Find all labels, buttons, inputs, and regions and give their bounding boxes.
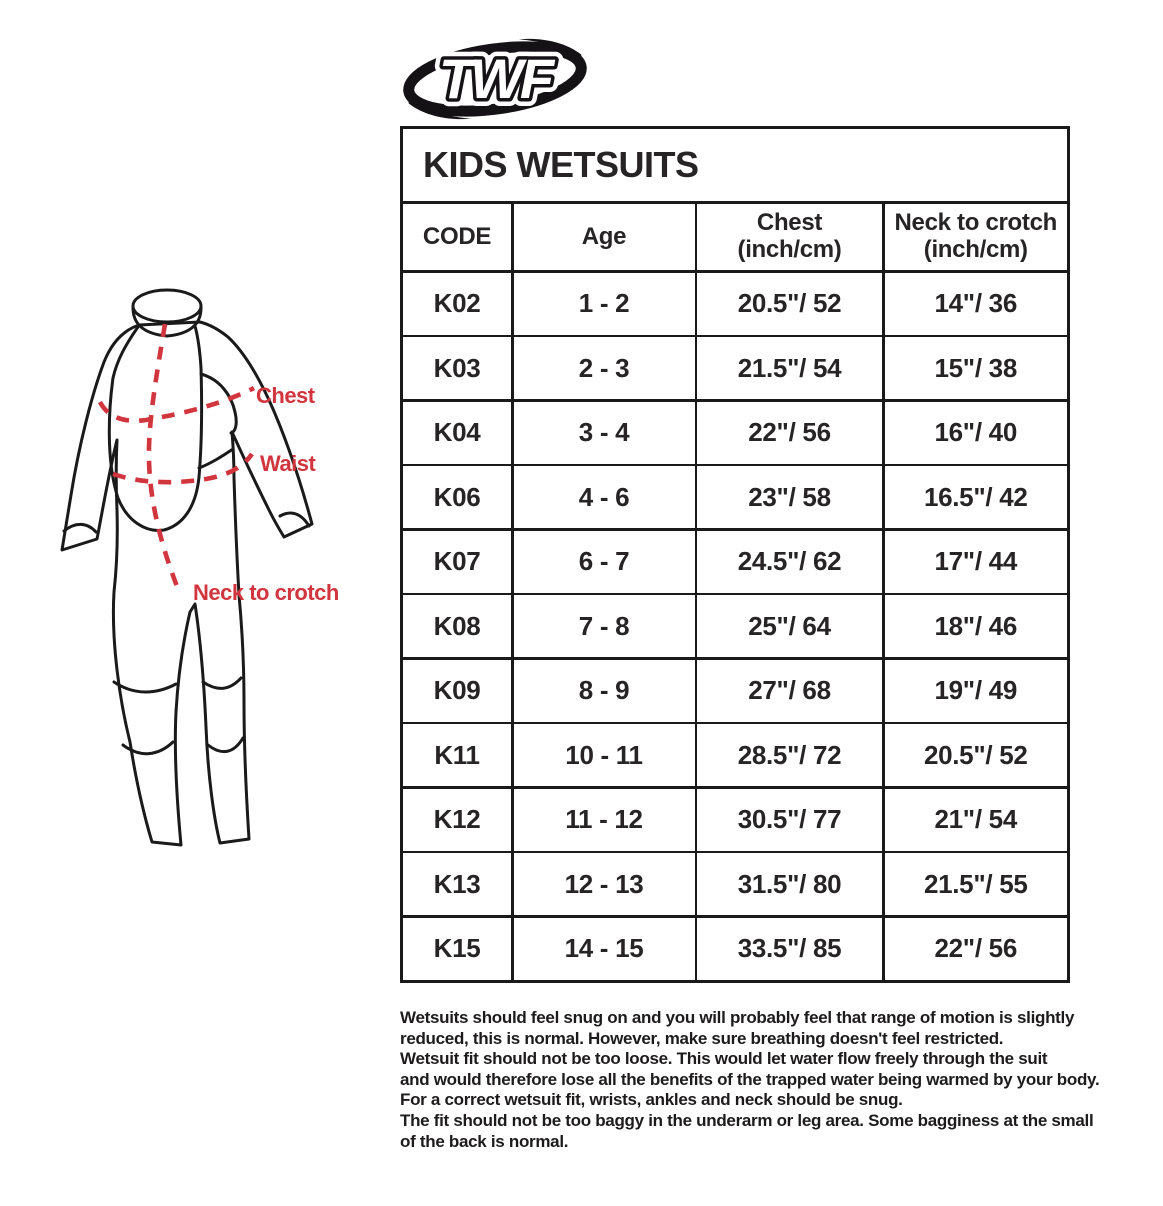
- cell-neck: 15"/ 38: [884, 337, 1067, 399]
- fit-notes-line: Wetsuits should feel snug on and you wil…: [400, 1008, 1075, 1027]
- knee-seam-left: [112, 680, 178, 694]
- column-header-neck: Neck to crotch (inch/cm): [884, 204, 1067, 270]
- chest-header-line2: (inch/cm): [737, 236, 842, 263]
- twf-logo-graphic: TWF TWF TWF: [403, 38, 587, 120]
- fit-notes-line: For a correct wetsuit fit, wrists, ankle…: [400, 1090, 903, 1110]
- cell-chest: 31.5"/ 80: [697, 853, 882, 915]
- neck-header-line2: (inch/cm): [923, 236, 1028, 263]
- column-header-age: Age: [513, 204, 695, 270]
- shoulder-blade-seam: [199, 372, 238, 435]
- cell-chest: 22"/ 56: [697, 401, 882, 464]
- cell-chest: 25"/ 64: [697, 595, 882, 657]
- cell-code: K15: [403, 917, 511, 980]
- fit-notes-line: of the back is normal.: [400, 1131, 569, 1151]
- side-seam: [197, 447, 235, 470]
- collar-top: [131, 288, 203, 324]
- cell-chest: 23"/ 58: [697, 466, 882, 528]
- cell-age: 2 - 3: [513, 337, 695, 399]
- cell-code: K12: [403, 788, 511, 851]
- cell-code: K06: [403, 466, 511, 528]
- waist-label: Waist: [260, 451, 317, 476]
- cell-chest: 20.5"/ 52: [697, 272, 882, 335]
- cell-chest: 24.5"/ 62: [697, 530, 882, 593]
- size-chart-title: KIDS WETSUITS: [403, 129, 1067, 204]
- cell-age: 6 - 7: [513, 530, 695, 593]
- size-chart-grid: CODE Age Chest (inch/cm) Neck to crotch …: [403, 204, 1067, 980]
- logo-oval-swoosh: [403, 41, 587, 117]
- cell-code: K11: [403, 724, 511, 786]
- neck-header-line1: Neck to crotch: [894, 209, 1057, 237]
- cell-chest: 33.5"/ 85: [697, 917, 882, 980]
- cell-age: 8 - 9: [513, 659, 695, 722]
- cell-neck: 19"/ 49: [884, 659, 1067, 722]
- cell-age: 10 - 11: [513, 724, 695, 786]
- cell-neck: 21.5"/ 55: [884, 853, 1067, 915]
- knee-pad-right: [206, 736, 245, 754]
- cell-chest: 21.5"/ 54: [697, 337, 882, 399]
- logo-text-group: TWF TWF TWF: [431, 39, 567, 118]
- cell-age: 1 - 2: [513, 272, 695, 335]
- cell-neck: 21"/ 54: [884, 788, 1067, 851]
- knee-pad-left: [121, 740, 175, 756]
- collar-base: [131, 306, 203, 338]
- cell-neck: 17"/ 44: [884, 530, 1067, 593]
- chest-label: Chest: [256, 383, 316, 408]
- chest-header-line1: Chest: [756, 209, 823, 237]
- cell-neck: 16"/ 40: [884, 401, 1067, 464]
- neck-to-crotch-label: Neck to crotch: [193, 580, 339, 605]
- fit-notes-line: The fit should not be too baggy in the u…: [400, 1110, 1094, 1130]
- twf-logo: TWF TWF TWF: [400, 36, 590, 122]
- waist-line: [112, 452, 254, 485]
- cell-chest: 28.5"/ 72: [697, 724, 882, 786]
- wetsuit-diagram-graphic: Chest Waist Neck to crotch: [60, 288, 339, 847]
- cell-code: K07: [403, 530, 511, 593]
- column-header-chest: Chest (inch/cm): [697, 204, 882, 270]
- cell-neck: 20.5"/ 52: [884, 724, 1067, 786]
- logo-swoosh-tip-right: [518, 38, 582, 66]
- fit-notes-line: and would therefore lose all the benefit…: [400, 1069, 1100, 1089]
- knee-seam-right: [201, 676, 243, 690]
- neck-to-crotch-line: [146, 323, 183, 595]
- fit-notes: Wetsuits should feel snug on and you wil…: [400, 1008, 1120, 1152]
- cell-code: K13: [403, 853, 511, 915]
- cell-code: K08: [403, 595, 511, 657]
- cell-code: K02: [403, 272, 511, 335]
- cell-age: 4 - 6: [513, 466, 695, 528]
- logo-text-outline: TWF: [439, 47, 556, 110]
- cell-code: K04: [403, 401, 511, 464]
- cell-chest: 27"/ 68: [697, 659, 882, 722]
- cell-age: 3 - 4: [513, 401, 695, 464]
- cell-code: K03: [403, 337, 511, 399]
- chest-line: [97, 385, 256, 424]
- cuff-seam-right: [278, 511, 311, 528]
- logo-text-halo: TWF: [439, 47, 556, 110]
- cell-age: 11 - 12: [513, 788, 695, 851]
- cuff-seam-left: [62, 522, 98, 534]
- cell-age: 14 - 15: [513, 917, 695, 980]
- wetsuit-measure-diagram: Chest Waist Neck to crotch: [50, 282, 350, 868]
- fit-notes-line: reduced, this is normal. However, make s…: [400, 1028, 1004, 1048]
- logo-text: TWF: [439, 47, 556, 110]
- cell-neck: 14"/ 36: [884, 272, 1067, 335]
- cell-chest: 30.5"/ 77: [697, 788, 882, 851]
- cell-neck: 18"/ 46: [884, 595, 1067, 657]
- logo-swoosh-tip-left: [408, 92, 472, 120]
- cell-age: 12 - 13: [513, 853, 695, 915]
- size-chart: KIDS WETSUITS CODE Age Chest (inch/cm) N…: [400, 126, 1070, 983]
- cell-code: K09: [403, 659, 511, 722]
- column-header-code: CODE: [403, 204, 511, 270]
- cell-neck: 16.5"/ 42: [884, 466, 1067, 528]
- cell-neck: 22"/ 56: [884, 917, 1067, 980]
- cell-age: 7 - 8: [513, 595, 695, 657]
- fit-notes-line: Wetsuit fit should not be too loose. Thi…: [400, 1049, 1048, 1069]
